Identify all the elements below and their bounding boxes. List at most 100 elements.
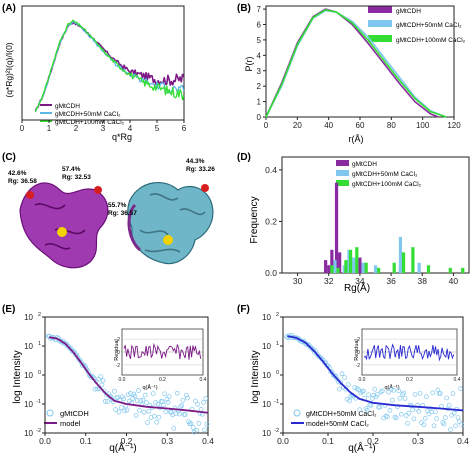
histogram-bar [324,260,328,273]
x-tick-label: 5 [155,124,160,133]
data-point [400,392,405,397]
panel-f-legend: gMtCDH+50mM CaCl₂ model+50mM CaCl₂ [291,409,377,428]
data-point [144,400,149,405]
data-point [361,388,366,394]
y-tick-label: 6 [257,21,262,30]
legend-label: model+50mM CaCl₂ [306,421,369,428]
data-point [406,410,412,416]
x-tick-label: 0.4 [202,436,214,446]
data-point [121,396,126,402]
y-tick-exponent: 1 [276,341,279,347]
data-point [193,398,198,404]
data-point [122,408,128,414]
data-point [426,411,432,417]
data-point [368,402,374,408]
data-point [136,388,141,393]
data-point [177,411,182,417]
panel-b-legend: gMtCDH gMtCDH+50mM CaCl₂ gMtCDH+100mM Ca… [368,6,466,44]
data-point [398,411,404,417]
data-point [165,400,171,405]
x-tick-label: 32 [324,276,334,286]
y-tick-label: 10 [262,429,271,438]
data-point [92,386,98,392]
data-point [204,421,210,427]
panel-label-b: (B) [237,3,251,14]
data-point [317,354,322,359]
data-point [174,390,180,396]
inset-tick-label: 2 [117,337,120,343]
data-point [431,423,437,429]
data-point [440,420,446,425]
legend-label: gMtCDH+50mM CaCl₂ [352,171,418,178]
legend-label: gMtCDH+50mM CaCl₂ [55,111,121,118]
panel-label-a: (A) [2,3,16,14]
data-point [203,396,209,401]
data-point [166,394,172,399]
histogram-bar [461,267,465,273]
data-point [99,382,105,388]
data-point [390,397,395,403]
data-point [432,409,438,415]
data-point [94,386,100,392]
panel-f-xlabel: q(Å⁻¹) [348,441,376,454]
histogram-bar [336,267,340,273]
data-point [334,376,340,382]
data-point [391,387,397,393]
data-point [140,397,146,403]
data-point [195,402,201,407]
protein-structure-left [19,182,109,269]
legend-label: gMtCDH+50mM CaCl₂ [396,22,462,29]
data-point [89,375,94,381]
legend-label: gMtCDH [352,161,377,168]
panel-label-f: (F) [237,304,250,315]
legend-label: gMtCDH+100mM CaCl₂ [55,119,125,126]
data-point [163,409,169,415]
x-tick-label: 0.0 [277,436,289,446]
data-point [128,391,133,396]
x-tick-label: 80 [387,121,396,130]
histogram-bar [392,262,396,273]
data-point [372,386,378,392]
panel-d-legend: gMtCDH gMtCDH+50mM CaCl₂ gMtCDH+100mM Ca… [336,160,422,188]
annotation-percent: 42.6% [8,170,27,177]
data-point [198,407,204,412]
data-point [410,407,415,413]
x-tick-label: 34 [355,276,365,286]
data-point [443,415,448,420]
inset-tick-label: 0.2 [406,377,413,383]
legend-label: gMtCDH+100mM CaCl₂ [396,37,466,44]
histogram-bar [334,182,339,273]
data-point [105,399,110,404]
data-point [392,414,398,420]
y-tick-label: 2 [257,82,262,91]
y-tick-label: 1 [257,98,262,107]
data-point [134,398,140,403]
x-tick-label: 0.3 [161,436,173,446]
protein-ribbon [34,203,86,250]
data-point [401,390,407,396]
data-point [118,405,124,410]
y-tick-label: 10 [262,342,271,351]
inset-tick-label: 0 [357,350,360,356]
data-point [98,374,104,379]
histogram-bar [411,247,415,273]
y-tick-label: 10 [262,400,271,409]
y-tick-label: 5 [257,36,262,45]
x-tick-label: 4 [128,124,133,133]
x-tick-label: 1 [47,124,52,133]
legend-swatch [336,170,349,176]
inset-tick-label: 0.0 [359,377,366,383]
data-point [387,408,393,413]
data-point [185,395,190,401]
data-point [456,419,462,425]
model-line [287,335,464,412]
panel-label-e: (E) [2,304,15,315]
y-tick-exponent: 0 [38,370,41,376]
inset-tick-label: 2 [357,337,360,343]
heme-group [94,186,102,194]
legend-swatch [368,20,392,27]
x-tick-label: 36 [386,276,396,286]
data-point [396,388,402,394]
fad-cofactor [57,227,67,237]
